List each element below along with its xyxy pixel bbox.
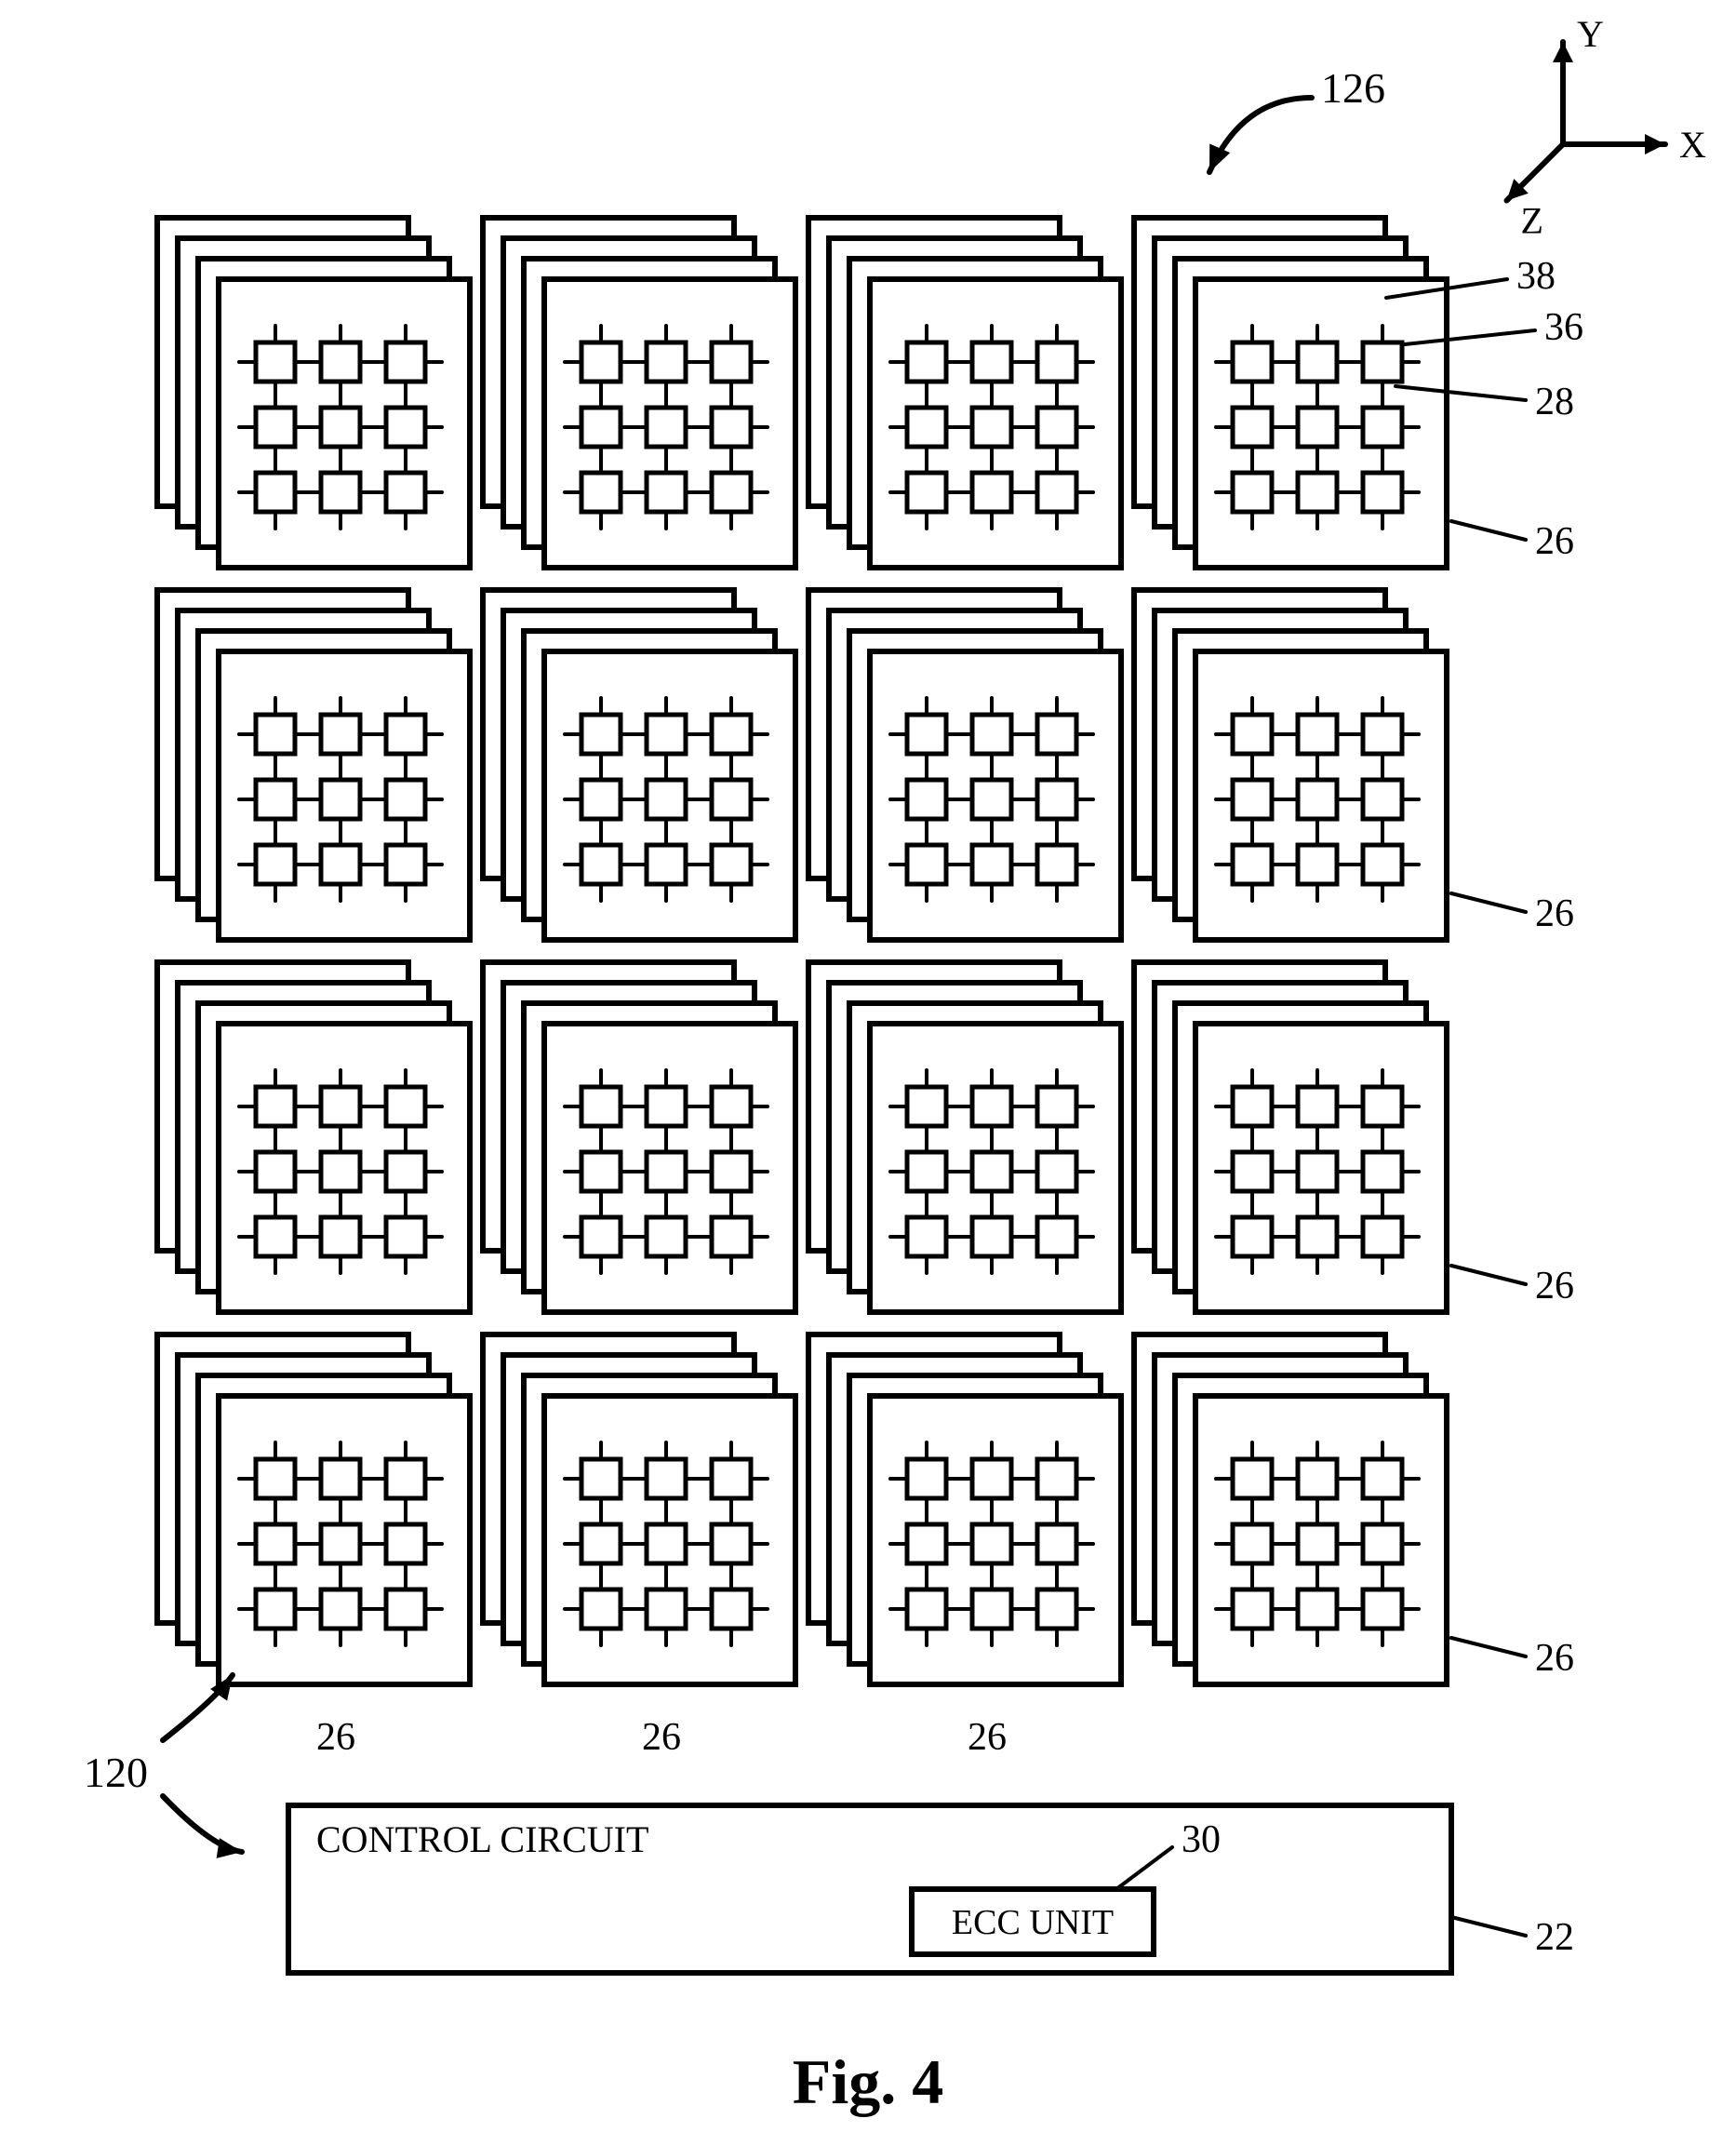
memory-stack bbox=[808, 218, 1121, 568]
memory-stack bbox=[1134, 218, 1447, 568]
svg-text:26: 26 bbox=[316, 1716, 355, 1759]
svg-text:26: 26 bbox=[642, 1716, 681, 1759]
memory-stack bbox=[483, 1334, 795, 1684]
figure-caption: Fig. 4 bbox=[793, 2046, 943, 2117]
memory-stack bbox=[483, 218, 795, 568]
svg-text:X: X bbox=[1679, 124, 1706, 166]
svg-text:Y: Y bbox=[1577, 13, 1604, 55]
memory-stack bbox=[157, 962, 470, 1312]
svg-text:26: 26 bbox=[968, 1716, 1007, 1759]
memory-stack bbox=[157, 218, 470, 568]
svg-text:126: 126 bbox=[1321, 64, 1385, 112]
memory-stack bbox=[808, 1334, 1121, 1684]
memory-stack bbox=[157, 590, 470, 940]
svg-text:120: 120 bbox=[84, 1749, 148, 1796]
svg-text:26: 26 bbox=[1535, 892, 1574, 935]
memory-stack bbox=[1134, 590, 1447, 940]
memory-stack bbox=[808, 962, 1121, 1312]
svg-text:36: 36 bbox=[1544, 306, 1583, 349]
svg-text:28: 28 bbox=[1535, 381, 1574, 423]
control-circuit-label: CONTROL CIRCUIT bbox=[316, 1818, 648, 1860]
svg-text:26: 26 bbox=[1535, 520, 1574, 563]
svg-text:38: 38 bbox=[1516, 255, 1556, 298]
memory-stack bbox=[808, 590, 1121, 940]
axes-indicator: X Y Z bbox=[1507, 13, 1707, 242]
memory-stack bbox=[483, 962, 795, 1312]
memory-stack bbox=[1134, 1334, 1447, 1684]
svg-text:22: 22 bbox=[1535, 1916, 1574, 1959]
svg-text:26: 26 bbox=[1535, 1265, 1574, 1307]
svg-text:Z: Z bbox=[1521, 200, 1543, 242]
svg-text:30: 30 bbox=[1182, 1818, 1221, 1861]
control-circuit: CONTROL CIRCUIT ECC UNIT bbox=[288, 1805, 1451, 1973]
diagram-root: X Y Z CONTROL CIRCUIT ECC UNIT 38 36 28 26 26 26 26… bbox=[0, 0, 1736, 2132]
svg-text:26: 26 bbox=[1535, 1637, 1574, 1680]
memory-stack bbox=[157, 1334, 470, 1684]
memory-stack bbox=[483, 590, 795, 940]
ecc-unit-label: ECC UNIT bbox=[952, 1903, 1114, 1942]
memory-stack bbox=[1134, 962, 1447, 1312]
